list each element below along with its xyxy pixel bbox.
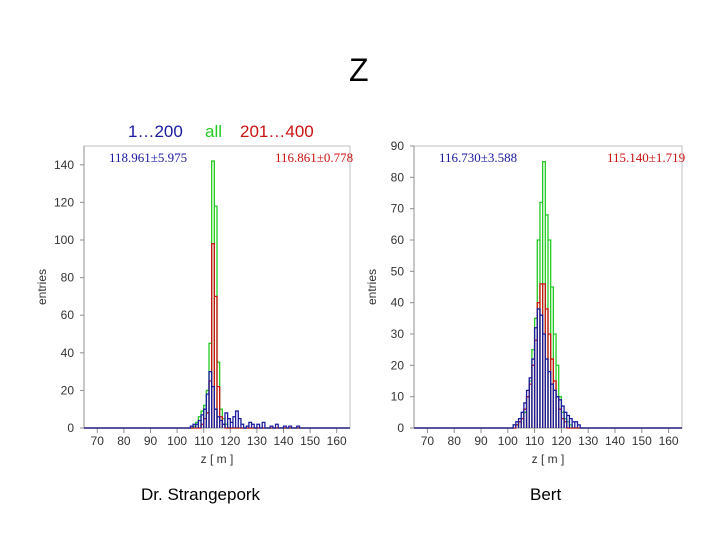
x-tick-label: 130 [247,434,267,448]
caption-right: Bert [530,485,562,504]
y-tick-label: 50 [391,264,405,278]
x-tick-label: 140 [605,434,625,448]
histogram-series-blue [84,370,350,429]
y-axis-label: entries [35,269,49,305]
y-tick-label: 0 [397,421,404,435]
y-tick-label: 20 [391,358,405,372]
x-tick-label: 120 [220,434,240,448]
y-tick-label: 80 [61,271,75,285]
stats-label-red: 115.140±1.719 [607,150,685,165]
legend-blue: 1…200 [128,122,183,141]
y-tick-label: 60 [61,308,75,322]
stats-label-blue: 116.730±3.588 [439,150,517,165]
legend-green: all [205,122,223,141]
y-tick-label: 70 [391,202,405,216]
x-tick-label: 100 [167,434,187,448]
y-tick-label: 60 [391,233,405,247]
x-tick-label: 140 [273,434,293,448]
x-tick-label: 150 [300,434,320,448]
y-tick-label: 80 [391,170,405,184]
x-tick-label: 130 [578,434,598,448]
y-tick-label: 100 [54,233,74,247]
x-tick-label: 90 [144,434,158,448]
legend-red: 201…400 [240,122,314,141]
x-tick-label: 90 [474,434,488,448]
y-axis-label: entries [365,269,379,305]
y-tick-label: 30 [391,327,405,341]
x-tick-label: 70 [421,434,435,448]
y-tick-label: 10 [391,390,405,404]
histogram-right: 70 80 90 100 110 120 130 140 150 160 0 10 20 30 40 50 60… [365,139,685,466]
x-tick-label: 120 [551,434,571,448]
x-axis-label: z [ m ] [201,452,234,466]
x-tick-label: 70 [91,434,105,448]
x-tick-label: 160 [659,434,679,448]
x-tick-label: 80 [448,434,462,448]
y-tick-label: 20 [61,383,75,397]
page-title: Z [349,52,369,88]
stats-label-blue: 118.961±5.975 [109,150,187,165]
stats-label-red: 116.861±0.778 [275,150,353,165]
x-tick-label: 110 [525,434,544,448]
x-tick-label: 160 [327,434,347,448]
y-tick-label: 0 [67,421,74,435]
x-tick-label: 110 [194,434,213,448]
x-tick-label: 100 [498,434,518,448]
histogram-left: 70 80 90 100 110 120 130 140 150 160 0 20 40 60 80 100 1… [35,145,353,466]
x-tick-label: 150 [632,434,652,448]
x-axis-label: z [ m ] [532,452,565,466]
y-tick-label: 40 [391,296,405,310]
x-tick-label: 80 [117,434,131,448]
caption-left: Dr. Strangepork [141,485,261,504]
y-tick-label: 120 [54,195,74,209]
y-tick-label: 140 [54,158,74,172]
y-tick-label: 90 [391,139,405,153]
histogram-series-blue [414,308,682,429]
y-tick-label: 40 [61,346,75,360]
